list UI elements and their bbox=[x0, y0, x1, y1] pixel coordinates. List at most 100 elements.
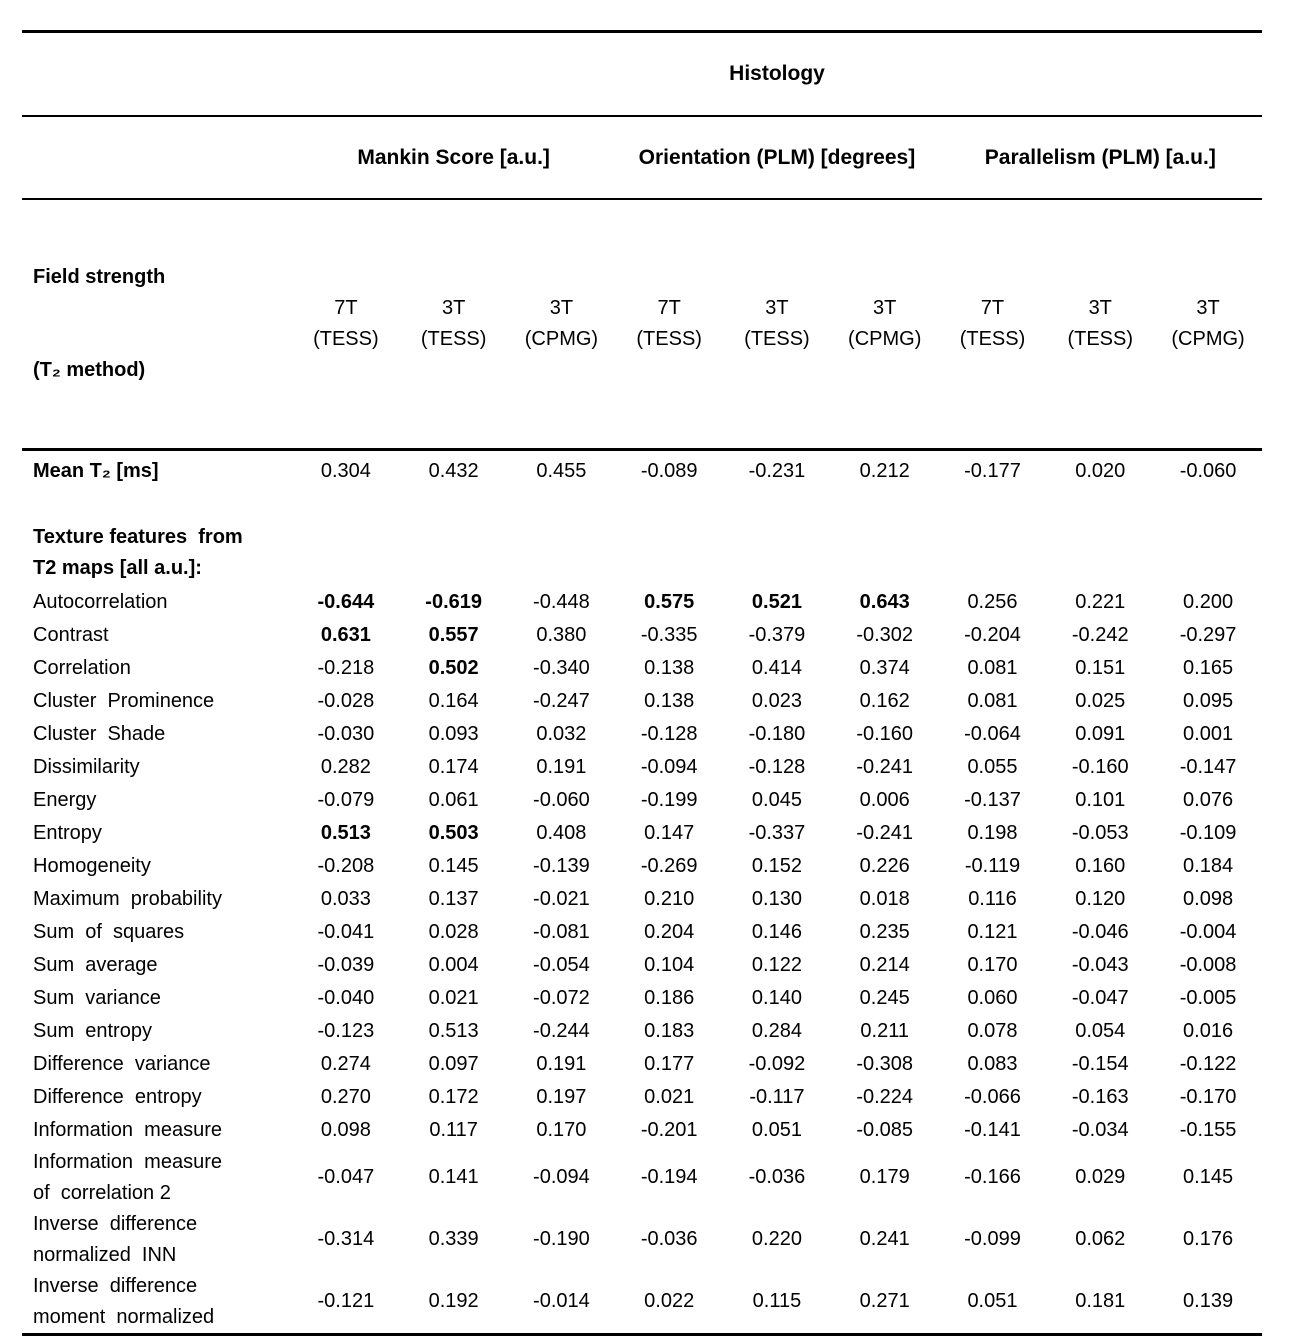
correlation-table: Histology Mankin Score [a.u.] Orientatio… bbox=[22, 30, 1262, 1336]
value-cell: 0.220 bbox=[751, 1228, 802, 1250]
value-cell: 0.270 bbox=[320, 1085, 371, 1108]
value-cell: 0.304 bbox=[320, 459, 371, 482]
group-header-row: Mankin Score [a.u.] Orientation (PLM) [d… bbox=[22, 116, 1262, 200]
value-cell: -0.147 bbox=[1179, 755, 1237, 778]
value-cell: -0.109 bbox=[1179, 821, 1237, 844]
row-label: Inverse difference moment normalized bbox=[33, 1274, 215, 1328]
row-label: Contrast bbox=[33, 623, 109, 646]
group-header-orientation: Orientation (PLM) [degrees] bbox=[615, 116, 939, 200]
value-cell: 0.021 bbox=[428, 986, 479, 1009]
row-label: Energy bbox=[33, 788, 97, 811]
row-label: Cluster Shade bbox=[33, 722, 166, 745]
value-cell: -0.448 bbox=[533, 590, 590, 613]
col-header-field-strength: 3T bbox=[549, 297, 574, 319]
value-cell: 0.116 bbox=[968, 887, 1017, 910]
value-cell: 0.503 bbox=[428, 821, 479, 844]
value-cell: 0.172 bbox=[428, 1085, 479, 1108]
feature-row: Maximum probability 0.033 0.137 -0.021 0.210… bbox=[22, 883, 1262, 916]
row-label-mean-t2: Mean T₂ [ms] bbox=[33, 459, 159, 482]
value-cell: 0.235 bbox=[859, 920, 910, 943]
row-label: Autocorrelation bbox=[33, 590, 168, 613]
value-cell: 0.025 bbox=[1075, 689, 1126, 712]
group-header-mankin-score: Mankin Score [a.u.] bbox=[292, 116, 616, 200]
mean-t2-row: Mean T₂ [ms] 0.304 0.432 0.455 -0.089 -0.231 0… bbox=[22, 450, 1262, 492]
row-label: Sum average bbox=[33, 953, 158, 976]
value-cell: 0.022 bbox=[644, 1290, 695, 1312]
value-cell: 0.643 bbox=[859, 590, 910, 613]
col-header-t2-method: (TESS) bbox=[959, 328, 1026, 350]
value-cell: -0.137 bbox=[964, 788, 1021, 811]
value-cell: 0.117 bbox=[429, 1118, 478, 1141]
row-label: Entropy bbox=[33, 821, 102, 844]
value-cell: 0.339 bbox=[428, 1228, 479, 1250]
histology-correlation-table: Histology Mankin Score [a.u.] Orientatio… bbox=[22, 33, 1262, 1333]
feature-row: Cluster Shade -0.030 0.093 0.032 -0.128 -0.18… bbox=[22, 718, 1262, 751]
value-cell: -0.128 bbox=[748, 755, 806, 778]
value-cell: 0.186 bbox=[644, 986, 695, 1009]
value-cell: 0.557 bbox=[428, 623, 479, 646]
value-cell: -0.034 bbox=[1071, 1118, 1129, 1141]
value-cell: -0.244 bbox=[533, 1019, 590, 1042]
value-cell: 0.212 bbox=[859, 459, 910, 482]
value-cell: 0.282 bbox=[320, 755, 371, 778]
value-cell: 0.274 bbox=[320, 1052, 371, 1075]
row-label: Sum variance bbox=[33, 986, 161, 1009]
value-cell: 0.162 bbox=[859, 689, 910, 712]
value-cell: -0.047 bbox=[1071, 986, 1129, 1009]
col-header-2: 3T (TESS) bbox=[399, 199, 508, 451]
value-cell: 0.380 bbox=[536, 623, 587, 646]
value-cell: -0.190 bbox=[533, 1228, 590, 1250]
feature-row: Information measure 0.098 0.117 0.170 -0.201… bbox=[22, 1114, 1262, 1147]
value-cell: 0.006 bbox=[859, 788, 910, 811]
value-cell: 0.021 bbox=[644, 1085, 695, 1108]
col-header-t2-method: (TESS) bbox=[420, 328, 487, 350]
value-cell: 0.139 bbox=[1183, 1290, 1234, 1312]
row-label: Correlation bbox=[33, 656, 131, 679]
col-header-t2-method: (TESS) bbox=[636, 328, 702, 350]
value-cell: 0.045 bbox=[751, 788, 802, 811]
feature-row: Autocorrelation -0.644 -0.619 -0.448 0.575 0.… bbox=[22, 586, 1262, 619]
col-header-6: 3T (CPMG) bbox=[830, 199, 939, 451]
value-cell: 0.051 bbox=[967, 1290, 1018, 1312]
value-cell: 0.078 bbox=[967, 1019, 1018, 1042]
value-cell: -0.297 bbox=[1179, 623, 1237, 646]
value-cell: -0.066 bbox=[964, 1085, 1021, 1108]
value-cell: 0.245 bbox=[859, 986, 910, 1009]
value-cell: -0.141 bbox=[964, 1118, 1021, 1141]
value-cell: 0.051 bbox=[751, 1118, 802, 1141]
value-cell: 0.121 bbox=[967, 920, 1018, 943]
value-cell: 0.055 bbox=[967, 755, 1018, 778]
value-cell: 0.160 bbox=[1075, 854, 1126, 877]
value-cell: -0.119 bbox=[964, 854, 1021, 877]
col-header-1: 7T (TESS) bbox=[292, 199, 400, 451]
value-cell: -0.201 bbox=[640, 1118, 698, 1141]
value-cell: 0.093 bbox=[428, 722, 479, 745]
col-header-field-strength: 3T bbox=[765, 297, 789, 319]
value-cell: 0.115 bbox=[752, 1290, 802, 1312]
value-cell: 0.138 bbox=[644, 689, 695, 712]
spacer-row bbox=[22, 492, 1262, 520]
feature-row: Sum of squares -0.041 0.028 -0.081 0.204 0.14… bbox=[22, 916, 1262, 949]
col-header-t2-method: (CPMG) bbox=[848, 328, 922, 350]
value-cell: 0.226 bbox=[859, 854, 910, 877]
value-cell: 0.181 bbox=[1075, 1290, 1126, 1312]
value-cell: -0.154 bbox=[1071, 1052, 1129, 1075]
value-cell: -0.241 bbox=[856, 821, 914, 844]
value-cell: -0.008 bbox=[1179, 953, 1237, 976]
col-header-field-strength: 7T bbox=[980, 297, 1005, 319]
value-cell: 0.081 bbox=[967, 656, 1018, 679]
value-cell: 0.095 bbox=[1183, 689, 1234, 712]
value-cell: -0.028 bbox=[317, 689, 375, 712]
value-cell: 0.145 bbox=[428, 854, 479, 877]
value-cell: -0.199 bbox=[640, 788, 698, 811]
value-cell: -0.177 bbox=[964, 459, 1021, 482]
value-cell: -0.247 bbox=[533, 689, 590, 712]
value-cell: 0.091 bbox=[1075, 722, 1126, 745]
table-body: Mean T₂ [ms] 0.304 0.432 0.455 -0.089 -0.231 0… bbox=[22, 450, 1262, 1333]
value-cell: 0.020 bbox=[1075, 459, 1126, 482]
value-cell: -0.269 bbox=[640, 854, 698, 877]
value-cell: -0.089 bbox=[640, 459, 698, 482]
col-header-t2-method: (TESS) bbox=[1067, 328, 1134, 350]
col-header-t2-method: (CPMG) bbox=[1171, 328, 1245, 350]
value-cell: -0.099 bbox=[964, 1228, 1021, 1250]
